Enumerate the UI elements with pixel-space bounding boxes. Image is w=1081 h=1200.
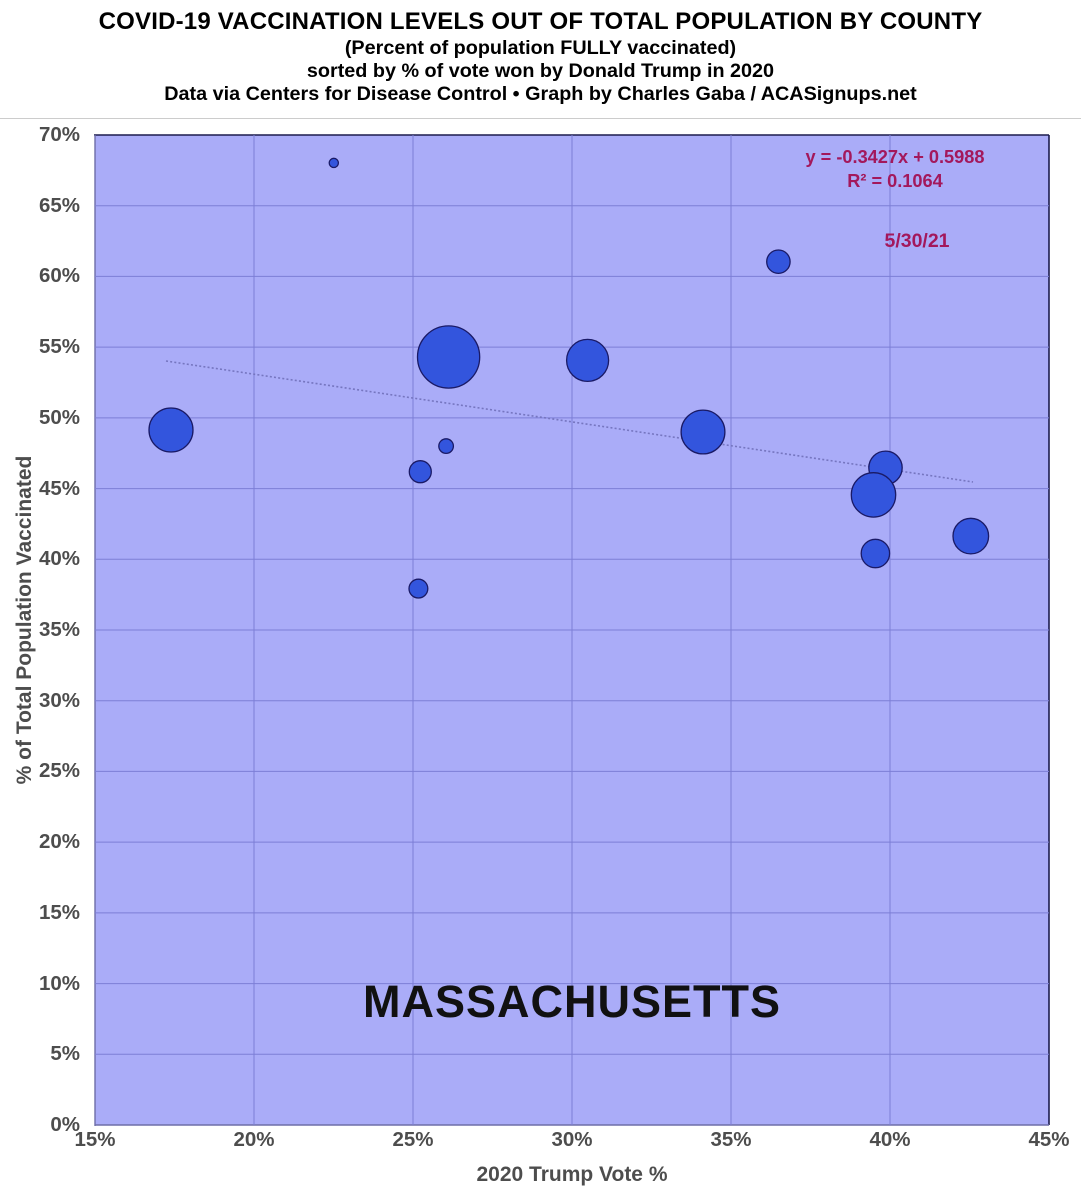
svg-text:5/30/21: 5/30/21 [884, 230, 949, 252]
svg-text:y = -0.3427x + 0.5988: y = -0.3427x + 0.5988 [806, 147, 985, 167]
svg-text:R² = 0.1064: R² = 0.1064 [847, 171, 943, 191]
